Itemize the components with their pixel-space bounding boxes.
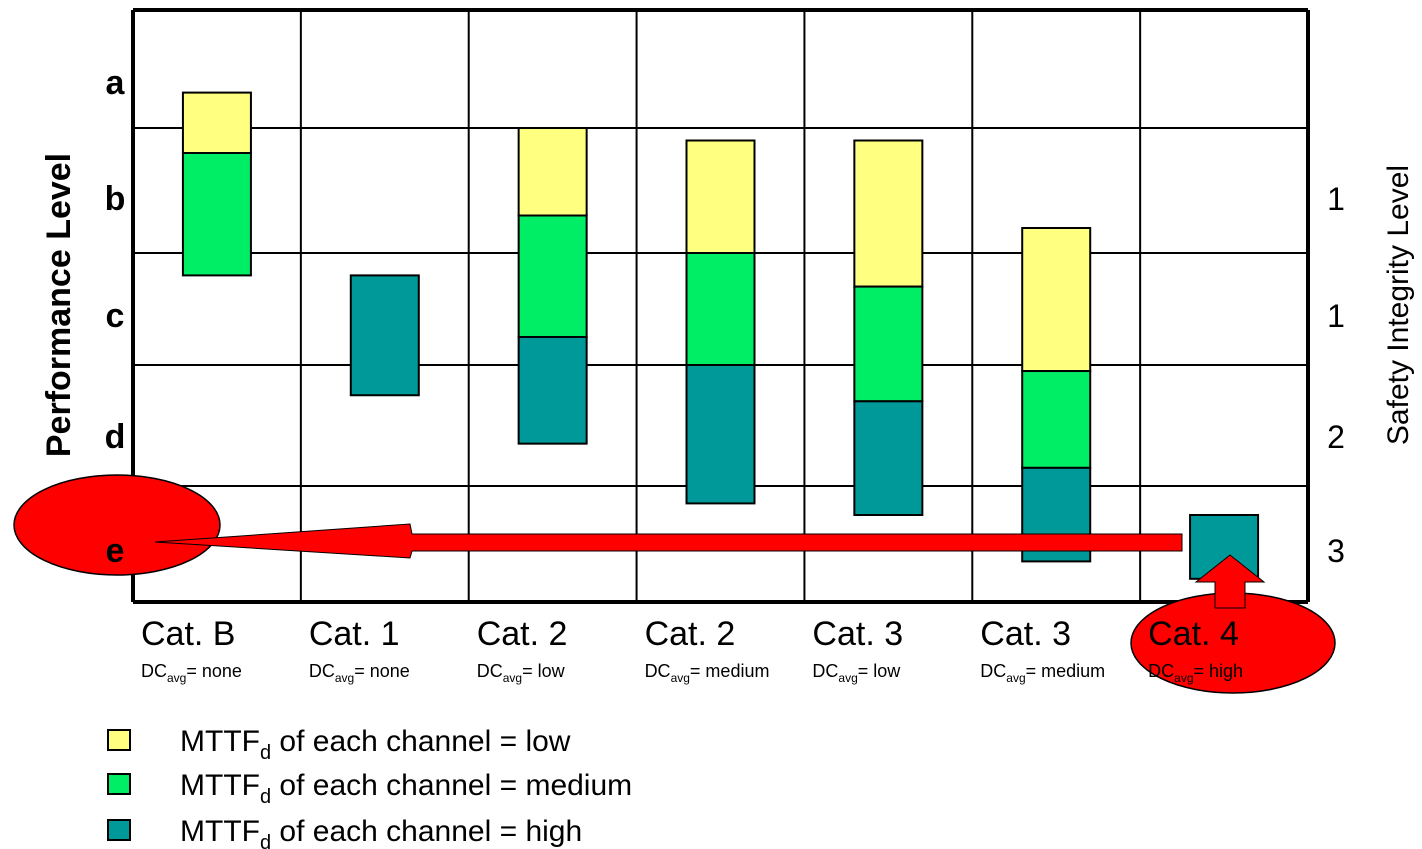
sil-label-1: 1 bbox=[1327, 298, 1345, 334]
bar-medium-4 bbox=[853, 285, 924, 403]
x-dc-label-5: DCavg= medium bbox=[980, 661, 1105, 685]
bars bbox=[181, 91, 1260, 580]
legend-label-0: MTTFd of each channel = low bbox=[180, 725, 571, 764]
x-category-label-4: Cat. 3 bbox=[812, 615, 903, 653]
x-dc-label-4: DCavg= low bbox=[812, 661, 901, 685]
x-dc-label-2: DCavg= low bbox=[477, 661, 566, 685]
x-dc-label-0: DCavg= none bbox=[141, 661, 242, 685]
bar-low-0 bbox=[181, 91, 252, 154]
x-category-label-5: Cat. 3 bbox=[980, 615, 1071, 653]
x-category-label-1: Cat. 1 bbox=[309, 615, 400, 653]
bar-low-4 bbox=[853, 139, 924, 288]
bar-low-3 bbox=[685, 139, 756, 254]
y-axis-title-right: Safety Integrity Level bbox=[1382, 165, 1415, 445]
bar-low-2 bbox=[517, 127, 588, 217]
bar-high-3 bbox=[685, 364, 756, 505]
annotations bbox=[13, 474, 1336, 694]
axis-labels: a b c d e 1 1 2 3 Cat. B DCavg= none Cat. 1 DCavg= n… bbox=[105, 64, 1345, 685]
y-level-label-b: b bbox=[105, 180, 126, 218]
bar-medium-0 bbox=[181, 152, 252, 277]
legend-swatch-2 bbox=[107, 819, 131, 841]
legend: MTTFd of each channel = low MTTFd of each… bbox=[107, 725, 632, 849]
y-level-label-a: a bbox=[106, 64, 126, 102]
x-dc-label-6: DCavg= high bbox=[1148, 661, 1243, 685]
x-category-label-3: Cat. 2 bbox=[645, 615, 736, 653]
legend-label-2: MTTFd of each channel = high bbox=[180, 815, 582, 849]
y-axis-title-left: Performance Level bbox=[40, 153, 78, 457]
x-dc-label-3: DCavg= medium bbox=[645, 661, 770, 685]
x-dc-label-1: DCavg= none bbox=[309, 661, 410, 685]
y-level-label-e: e bbox=[106, 532, 125, 570]
bar-high-4 bbox=[853, 400, 924, 516]
legend-label-1: MTTFd of each channel = medium bbox=[180, 769, 632, 808]
arrow-to-e bbox=[154, 523, 1183, 559]
x-category-label-6: Cat. 4 bbox=[1148, 615, 1239, 653]
arrow-up-cat4 bbox=[1194, 554, 1266, 609]
sil-label-3: 3 bbox=[1327, 533, 1345, 569]
bar-medium-2 bbox=[517, 214, 588, 338]
x-category-label-2: Cat. 2 bbox=[477, 615, 568, 653]
bar-low-5 bbox=[1021, 227, 1092, 373]
sil-label-2: 2 bbox=[1327, 419, 1345, 455]
sil-label-0: 1 bbox=[1327, 181, 1345, 217]
x-category-label-0: Cat. B bbox=[141, 615, 235, 653]
bar-medium-5 bbox=[1021, 370, 1092, 469]
legend-swatch-1 bbox=[107, 773, 131, 795]
legend-swatch-0 bbox=[107, 729, 131, 751]
y-level-label-c: c bbox=[106, 297, 125, 335]
bar-high-2 bbox=[517, 336, 588, 445]
bar-high-1 bbox=[349, 274, 420, 397]
y-level-label-d: d bbox=[105, 418, 126, 456]
bar-medium-3 bbox=[685, 252, 756, 366]
ellipse-e-highlight bbox=[13, 474, 221, 576]
